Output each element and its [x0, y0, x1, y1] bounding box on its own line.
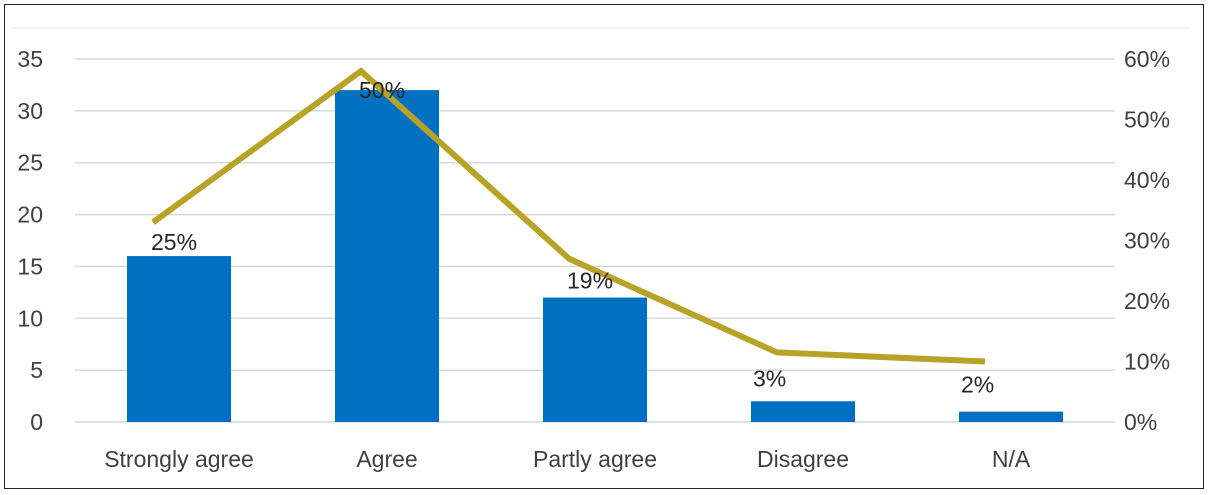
y-tick-label: 15 [17, 253, 43, 279]
y-tick-label: 20 [17, 202, 43, 228]
y2-tick-label: 20% [1124, 288, 1170, 314]
bar [959, 411, 1063, 422]
y-tick-label: 25 [17, 150, 43, 176]
y-tick-label: 0 [30, 409, 43, 435]
y-tick-label: 5 [30, 357, 43, 383]
y2-tick-label: 40% [1124, 167, 1170, 193]
x-tick-label: Partly agree [533, 446, 657, 472]
bar [335, 90, 439, 422]
data-label: 3% [753, 365, 786, 391]
x-tick-label: Disagree [757, 446, 849, 472]
x-tick-label: Strongly agree [104, 446, 254, 472]
y2-tick-label: 0% [1124, 409, 1157, 435]
y2-tick-label: 50% [1124, 107, 1170, 133]
bar [751, 401, 855, 422]
data-label: 50% [359, 77, 405, 103]
bar [543, 297, 647, 422]
x-tick-label: Agree [356, 446, 417, 472]
y-tick-label: 10 [17, 305, 43, 331]
data-label: 2% [961, 372, 994, 398]
line-series [151, 67, 986, 365]
y2-tick-label: 60% [1124, 46, 1170, 72]
x-tick-label: N/A [992, 446, 1031, 472]
y-tick-label: 35 [17, 46, 43, 72]
y2-tick-label: 10% [1124, 349, 1170, 375]
y-tick-label: 30 [17, 98, 43, 124]
data-label: 19% [567, 268, 613, 294]
data-label: 25% [151, 229, 197, 255]
bar [127, 256, 231, 422]
y2-tick-label: 30% [1124, 228, 1170, 254]
